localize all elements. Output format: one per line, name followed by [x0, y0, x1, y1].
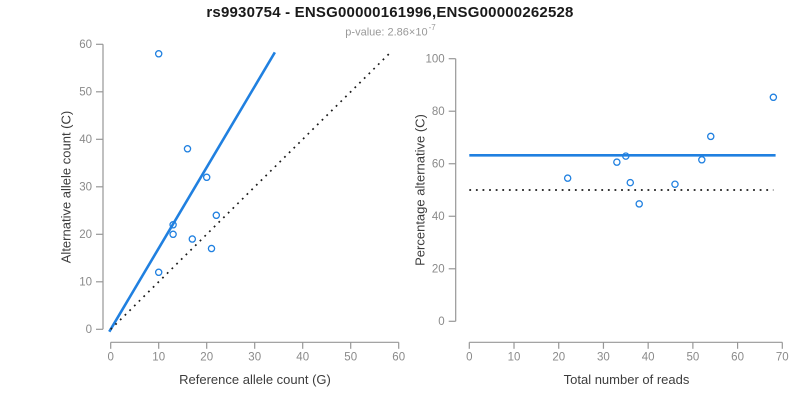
- left-data-point: [154, 50, 163, 58]
- right-data-point: [626, 178, 635, 187]
- right-y-tick-label: 20: [432, 264, 445, 276]
- right-data-point: [671, 180, 679, 188]
- left-x-tick-label: 30: [248, 351, 261, 363]
- right-data-point: [622, 152, 630, 160]
- right-x-tick-label: 0: [466, 351, 472, 363]
- left-x-tick-label: 60: [392, 351, 405, 363]
- left-data-point: [207, 244, 216, 253]
- right-x-tick-label: 30: [597, 351, 610, 363]
- plot-title: rs9930754 - ENSG00000161996,ENSG00000262…: [206, 4, 574, 21]
- right-data-point: [698, 156, 706, 164]
- left-y-axis-title: Alternative allele count (C): [58, 110, 74, 264]
- left-y-tick-label: 20: [79, 229, 92, 241]
- right-y-tick-label: 60: [432, 159, 445, 171]
- right-x-tick-label: 70: [776, 351, 789, 363]
- right-data-point: [769, 93, 778, 102]
- right-x-tick-label: 50: [686, 351, 699, 363]
- right-x-tick-label: 10: [508, 351, 521, 363]
- right-x-tick-label: 40: [642, 351, 655, 363]
- right-x-tick-label: 60: [731, 351, 744, 363]
- right-data-point: [613, 158, 621, 166]
- left-x-tick-label: 50: [344, 351, 357, 363]
- right-x-tick-label: 20: [552, 351, 565, 363]
- left-data-point: [188, 235, 197, 243]
- left-data-point: [212, 211, 221, 220]
- left-data-point: [183, 145, 192, 153]
- left-x-tick-label: 10: [152, 351, 165, 363]
- left-y-tick-label: 40: [79, 134, 92, 146]
- right-data-point: [707, 132, 715, 141]
- right-data-point: [563, 174, 572, 182]
- right-y-tick-label: 100: [426, 54, 445, 66]
- plot-subtitle: p-value: 2.86×10-7: [0, 23, 780, 39]
- left-x-tick-label: 40: [296, 351, 309, 363]
- left-data-point: [154, 268, 163, 277]
- right-x-axis-title: Total number of reads: [563, 372, 690, 387]
- left-x-tick-label: 20: [200, 351, 213, 363]
- right-y-axis-title: Percentage alternative (C): [412, 114, 428, 266]
- left-y-tick-label: 30: [79, 182, 92, 194]
- left-y-tick-label: 50: [79, 87, 92, 99]
- right-y-tick-label: 80: [432, 106, 445, 118]
- pvalue-text: p-value: 2.86×10: [345, 26, 428, 39]
- left-fit-line: [108, 51, 276, 333]
- left-y-tick-label: 60: [79, 39, 92, 51]
- left-data-point: [169, 230, 177, 239]
- right-y-tick-label: 0: [438, 316, 444, 328]
- right-data-point: [635, 200, 643, 208]
- pvalue-exponent: -7: [428, 23, 436, 32]
- left-y-tick-label: 10: [79, 277, 92, 289]
- left-x-tick-label: 0: [107, 351, 113, 363]
- left-x-axis-title: Reference allele count (G): [179, 372, 331, 387]
- left-data-point: [202, 173, 211, 182]
- left-y-tick-label: 0: [86, 324, 92, 336]
- left-data-point: [169, 221, 177, 229]
- right-y-tick-label: 40: [432, 211, 445, 223]
